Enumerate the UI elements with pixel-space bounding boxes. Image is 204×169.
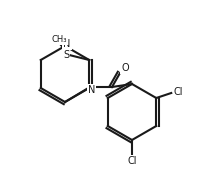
Text: Cl: Cl — [173, 87, 183, 97]
Text: Cl: Cl — [127, 156, 137, 166]
Text: O: O — [121, 63, 129, 73]
Text: CH₃: CH₃ — [51, 35, 67, 44]
Text: N: N — [88, 85, 95, 95]
Text: S: S — [63, 50, 69, 60]
Text: N: N — [63, 39, 71, 49]
